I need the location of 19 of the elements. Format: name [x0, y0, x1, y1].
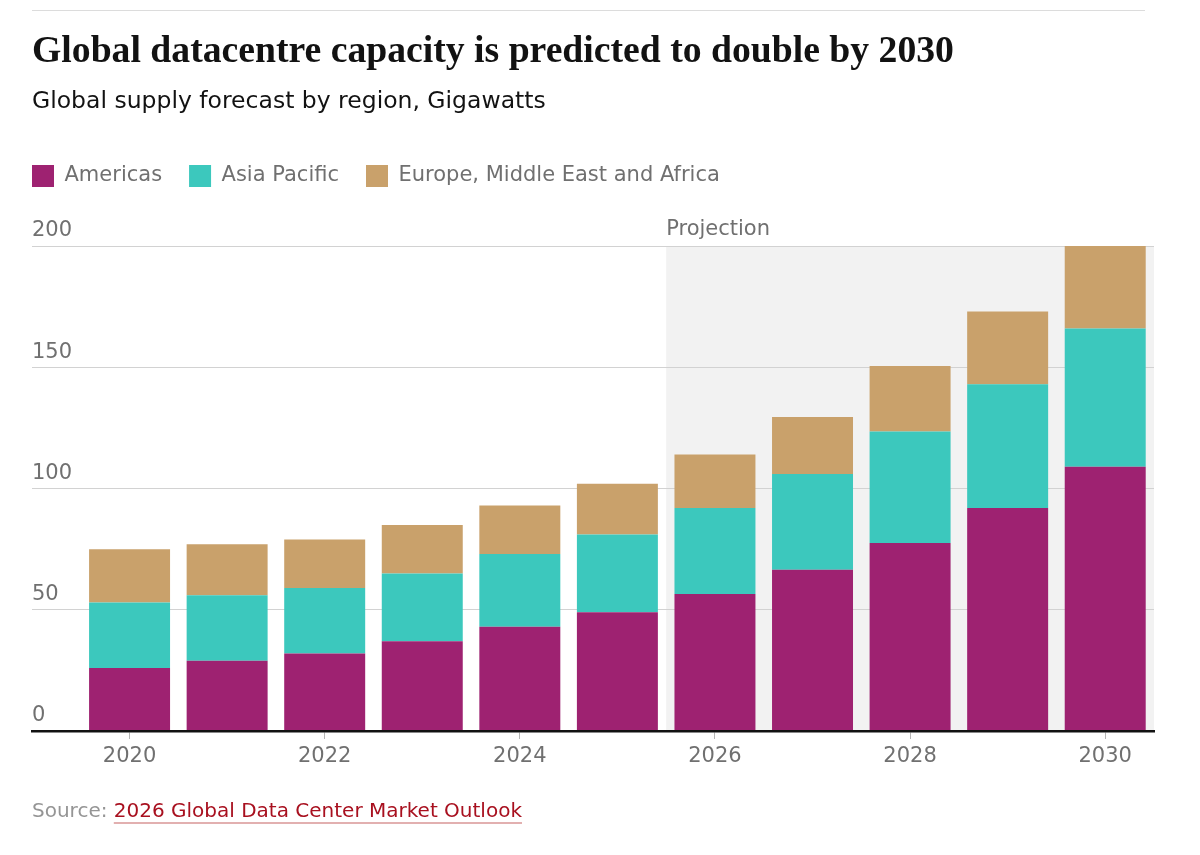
y-tick-label: 200 [32, 217, 73, 242]
y-tick-label: 50 [32, 581, 59, 606]
y-tick-label: 150 [32, 338, 73, 363]
x-tick-label: 2024 [493, 743, 547, 768]
text: 2026 Global Data Center Market Outlook [113, 798, 522, 822]
legend-label: Asia Pacific [221, 162, 339, 187]
x-tick-label: 2026 [688, 743, 742, 768]
x-tick-label: 2022 [297, 743, 352, 768]
chart-title: Global datacentre capacity is predicted to double by 2030 [32, 27, 954, 72]
band-label: Projection [666, 216, 771, 241]
legend-label: Europe, Middle East and Africa [398, 162, 720, 187]
y-tick-label: 100 [32, 459, 73, 484]
y-tick-label: 0 [32, 702, 46, 727]
legend-label: Americas [64, 162, 163, 187]
x-tick-label: 2020 [102, 743, 157, 768]
x-tick-label: 2030 [1078, 743, 1132, 768]
x-tick-label: 2028 [883, 743, 937, 768]
chart-subtitle: Global supply forecast by region, Gigawatts [32, 86, 546, 114]
source-note: Source: [32, 798, 108, 822]
